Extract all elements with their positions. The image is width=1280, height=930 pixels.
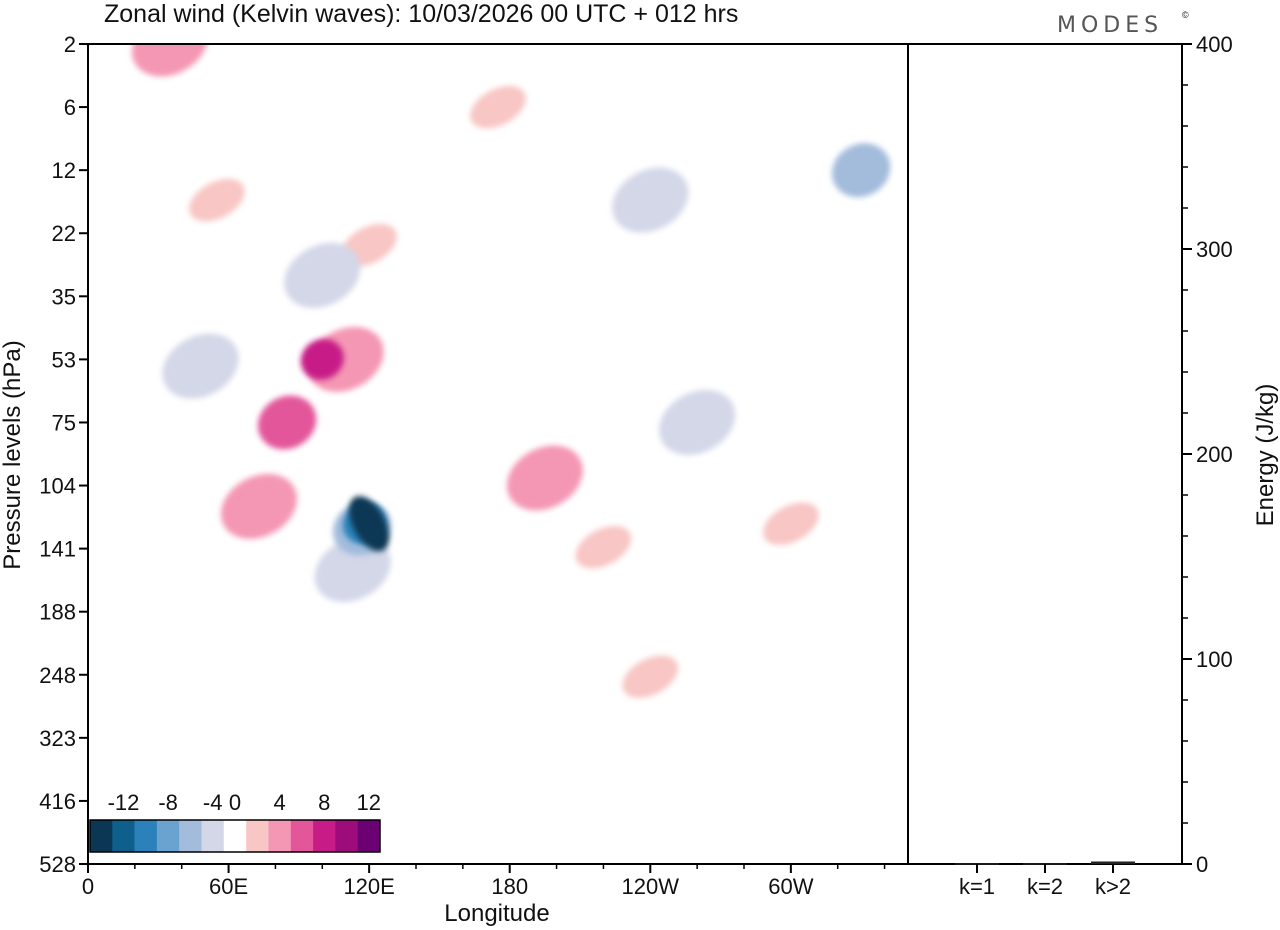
wind-anomaly-blob — [349, 496, 390, 552]
y-tick-label: 75 — [52, 410, 76, 435]
colorbar-swatch — [179, 820, 202, 852]
energy-cat-label: k=1 — [959, 874, 995, 899]
y-tick-label: 22 — [52, 221, 76, 246]
colorbar-swatch — [156, 820, 180, 852]
wind-anomaly-blob — [131, 44, 209, 77]
y-tick-label: 141 — [39, 537, 76, 562]
colorbar-frame — [89, 819, 381, 853]
x-tick-label: 180 — [491, 874, 528, 899]
y-tick-label: 248 — [39, 663, 76, 688]
wind-anomaly-blob — [314, 536, 391, 602]
wind-anomaly-blob — [659, 390, 736, 455]
energy-bars — [955, 861, 1135, 865]
plot-frame — [87, 43, 909, 865]
energy-bar — [1091, 861, 1135, 864]
energy-axis-ticks: 0 100 200 300 400 — [1182, 32, 1233, 877]
wind-anomaly-blob — [506, 445, 583, 511]
energy-tick-label: 0 — [1196, 852, 1208, 877]
wind-anomaly-blob — [300, 338, 344, 380]
colorbar-swatch — [313, 820, 336, 852]
contour-field — [131, 44, 908, 831]
colorbar-swatch — [90, 820, 113, 852]
y-tick-label: 416 — [39, 789, 76, 814]
energy-tick-label: 300 — [1196, 237, 1233, 262]
colorbar-swatch — [335, 820, 358, 852]
modes-logo: MODES — [1057, 13, 1163, 38]
colorbar-tick-label: -8 — [158, 790, 178, 815]
wind-anomaly-blob — [257, 395, 317, 450]
energy-bar — [1023, 863, 1067, 865]
wind-anomaly-blob — [162, 333, 239, 399]
wind-anomaly-blob — [856, 698, 908, 742]
energy-cat-label: k>2 — [1095, 874, 1131, 899]
y-tick-label: 188 — [39, 600, 76, 625]
colorbar-tick-label: -12 — [108, 790, 140, 815]
wind-anomaly-blob — [612, 167, 689, 233]
colorbar-swatch — [268, 820, 292, 852]
logo-mark: © — [1182, 10, 1189, 20]
wind-anomaly-blob — [763, 502, 819, 545]
chart-title: Zonal wind (Kelvin waves): 10/03/2026 00… — [104, 0, 738, 28]
wind-anomaly-blob — [831, 143, 891, 198]
colorbar-swatch — [290, 820, 314, 852]
y-tick-label: 104 — [39, 474, 76, 499]
y-tick-label: 323 — [39, 726, 76, 751]
colorbar-tick-label: 8 — [318, 790, 330, 815]
y-tick-label: 2 — [64, 32, 76, 57]
energy-tick-label: 200 — [1196, 442, 1233, 467]
colorbar-swatch — [357, 820, 381, 852]
energy-cat-label: k=2 — [1027, 874, 1063, 899]
y-tick-label: 6 — [64, 95, 76, 120]
x-axis-ticks: 0 60E 120E 180 120W 60W — [82, 864, 886, 899]
energy-tick-label: 100 — [1196, 647, 1233, 672]
x-tick-label: 0 — [82, 874, 94, 899]
energy-tick-label: 400 — [1196, 32, 1233, 57]
y-axis-label: Pressure levels (hPa) — [0, 340, 26, 569]
energy-categories: k=1 k=2 k>2 — [959, 864, 1131, 899]
x-axis-label: Longitude — [444, 900, 549, 927]
colorbar-swatch — [134, 820, 158, 852]
y-tick-label: 12 — [52, 158, 76, 183]
colorbar-tick-label: 4 — [273, 790, 285, 815]
x-tick-label: 120W — [622, 874, 680, 899]
colorbar-tick-label: 12 — [357, 790, 381, 815]
colorbar-tick-label: 0 — [229, 790, 241, 815]
colorbar: -12 -8 -4 0 4 8 12 — [89, 790, 381, 853]
wind-anomaly-blob — [284, 242, 361, 308]
x-tick-label: 60W — [768, 874, 813, 899]
energy-panel-frame — [907, 43, 1183, 865]
wind-anomaly-blob — [470, 85, 526, 129]
wind-anomaly-blob — [369, 698, 426, 742]
wind-anomaly-blob — [189, 178, 245, 222]
colorbar-swatch — [201, 820, 225, 852]
wind-anomaly-blob — [220, 473, 298, 539]
energy-bar — [955, 863, 999, 865]
colorbar-swatch — [112, 820, 135, 852]
wind-anomaly-blob — [622, 655, 679, 698]
y-tick-label: 53 — [52, 347, 76, 372]
y-tick-label: 528 — [39, 852, 76, 877]
x-tick-label: 120E — [343, 874, 394, 899]
x-tick-label: 60E — [209, 874, 248, 899]
colorbar-swatch — [223, 820, 247, 852]
energy-axis-label: Energy (J/kg) — [1252, 384, 1279, 527]
wind-anomaly-blob — [575, 525, 632, 569]
colorbar-swatch — [246, 820, 269, 852]
y-tick-label: 35 — [52, 284, 76, 309]
colorbar-tick-label: -4 — [203, 790, 223, 815]
y-axis-ticks: 2 6 12 22 35 53 75 104 141 188 248 323 416 528 — [39, 32, 88, 877]
